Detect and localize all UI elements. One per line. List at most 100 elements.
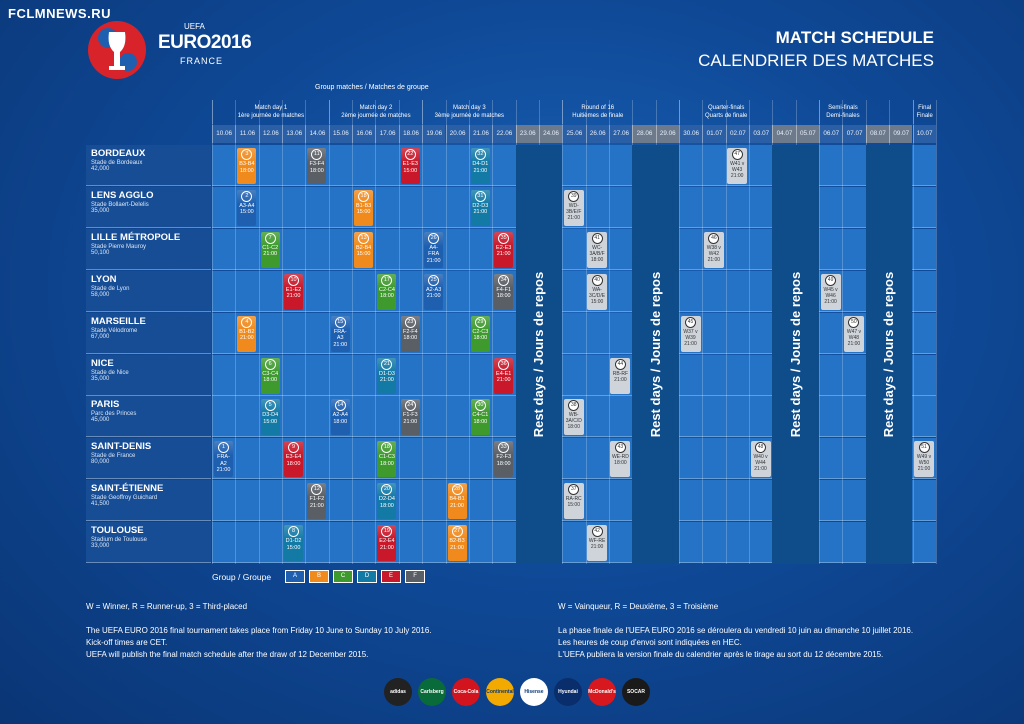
grid-line [468,100,470,564]
match-teams: B4-B1 [449,496,465,503]
group-match[interactable]: 23 F2-F4 18:00 [400,316,420,352]
group-match[interactable]: 22 E1-E3 15:00 [400,148,420,184]
match-teams: E2-E4 [379,538,395,545]
knockout-match[interactable]: 49 W45 v W46 21:00 [820,273,841,310]
match-teams: B1-B3 [355,202,372,209]
sponsor-logo: Hisense [520,678,548,706]
site-watermark: FCLMNEWS.RU [8,6,111,21]
match-teams: C1-C3 [378,454,395,461]
group-match[interactable]: 14 A2-A4 18:00 [330,399,350,436]
match-teams: WB-3A/C/D [565,412,582,425]
venue-label: LENS AGGLO Stade Bollaert-Delelis 35,000 [86,186,211,228]
match-kickoff: 18:00 [310,167,324,174]
group-match[interactable]: 21 D1-D3 21:00 [377,358,397,394]
group-match[interactable]: 34 F4-F1 18:00 [494,274,514,310]
venue-stadium: Stadium de Toulouse [91,537,147,544]
match-kickoff: 18:00 [496,460,511,467]
group-match[interactable]: 19 E2-E4 21:00 [377,525,397,562]
match-number: 47 [731,149,743,160]
knockout-match[interactable]: 51 W49 v W50 21:00 [914,441,934,478]
match-kickoff: 18:00 [263,377,278,383]
venue-label: MARSEILLE Stade Vélodrome 67,000 [86,312,211,354]
match-teams: WE-RD [611,454,629,461]
group-match[interactable]: 13 B2-B4 15:00 [354,232,374,268]
date-header: 14.06 [305,125,329,143]
knockout-match[interactable]: 46 W38 v W42 21:00 [703,231,724,268]
group-match[interactable]: 24 F1-F3 21:00 [400,399,420,436]
match-kickoff: 18:00 [333,418,348,425]
group-match[interactable]: 36 E4-E1 21:00 [494,358,514,394]
group-match[interactable]: 33 F2-F3 18:00 [494,441,514,478]
date-header: 05.07 [795,125,820,143]
knockout-match[interactable]: 45 W37 v W39 21:00 [680,315,701,352]
match-number: 25 [428,274,440,286]
group-match[interactable]: 12 F1-F2 21:00 [307,483,327,520]
phase-name-fr: 3ème journée de matches [434,113,505,119]
match-teams: E1-E3 [402,161,418,167]
knockout-match[interactable]: 38 WB-3A/C/D 18:00 [563,399,584,436]
date-header: 25.06 [562,125,586,143]
match-kickoff: 15:00 [239,209,254,216]
phase-name-en: Semi-finals [828,105,858,111]
group-match[interactable]: 28 B4-B1 21:00 [447,483,467,520]
date-header: 07.07 [842,125,866,143]
group-match[interactable]: 25 A2-A3 21:00 [424,274,444,310]
match-teams: W41 v W43 [730,161,745,173]
venue-capacity: 58,000 [91,291,110,298]
group-match[interactable]: 3 B3-B4 18:00 [237,148,257,184]
group-match[interactable]: 26 A4-FRA 21:00 [424,232,444,268]
venue-name: BORDEAUX [91,148,146,159]
match-kickoff: 15:00 [403,167,418,174]
match-kickoff: 21:00 [426,293,441,300]
knockout-match[interactable]: 41 WC-3A/B/F 18:00 [587,231,608,268]
grid-line [352,100,354,564]
group-match[interactable]: 18 C1-C3 18:00 [377,441,397,478]
knockout-match[interactable]: 48 W40 v W44 21:00 [750,441,771,478]
match-number: 4 [241,316,253,328]
knockout-match[interactable]: 40 WA-3C/D/E 15:00 [587,273,608,310]
knockout-match[interactable]: 43 WE-RD 18:00 [610,441,631,478]
knockout-match[interactable]: 44 RB-RF 21:00 [610,357,631,394]
match-teams: RB-RF [612,370,629,377]
group-match[interactable]: 18 B1-B3 15:00 [354,190,374,226]
match-teams: B3-B4 [239,161,255,167]
group-match[interactable]: 10 E1-E2 21:00 [284,274,304,310]
match-number: 22 [404,149,416,160]
group-match[interactable]: 27 B2-B3 21:00 [447,525,467,562]
knockout-match[interactable]: 37 RA-RC 15:00 [563,483,584,520]
date-header: 21.06 [468,125,493,143]
group-match[interactable]: 29 C2-C3 18:00 [470,316,490,352]
venue-row [212,354,936,396]
match-teams: W38 v W42 [706,244,721,257]
group-match[interactable]: 7 C1-C2 21:00 [260,232,280,268]
knockout-match[interactable]: 47 W41 v W43 21:00 [727,148,748,184]
venue-capacity: 41,500 [91,501,110,508]
knockout-match[interactable]: 50 W47 v W48 21:00 [843,315,864,352]
match-kickoff: 21:00 [684,340,697,347]
match-teams: W45 v W46 [823,286,838,299]
match-teams: B2-B4 [355,244,372,251]
group-match[interactable]: 31 D2-D3 21:00 [470,190,490,226]
match-teams: A2-A3 [425,286,442,293]
group-match[interactable]: 30 C4-C1 18:00 [470,399,490,436]
group-match[interactable]: 2 A3-A4 15:00 [237,190,257,226]
knockout-match[interactable]: 39 WD-3B/E/F 21:00 [563,189,584,226]
phase-header: Quarter-finals Quarts de finale [679,100,772,124]
match-kickoff: 21:00 [496,251,511,258]
group-match[interactable]: 8 D1-D2 15:00 [284,525,304,562]
match-number: 21 [381,358,393,370]
group-match[interactable]: 9 E3-E4 18:00 [284,441,304,478]
group-match[interactable]: 11 F3-F4 18:00 [307,148,327,184]
group-match[interactable]: 20 D2-D4 18:00 [377,483,397,520]
group-match[interactable]: 32 D4-D1 21:00 [470,148,490,184]
group-match[interactable]: 1 FRA-A2 21:00 [214,441,233,478]
group-match[interactable]: 4 B1-B2 21:00 [237,316,257,352]
match-teams: F1-F3 [402,412,418,419]
group-match[interactable]: 35 E2-E3 21:00 [494,232,514,268]
match-kickoff: 21:00 [426,257,441,264]
group-match[interactable]: 5 D3-D4 15:00 [260,399,280,436]
group-match[interactable]: 15 FRA-A3 21:00 [330,316,350,352]
group-match[interactable]: 17 C2-C4 18:00 [377,274,397,310]
group-match[interactable]: 6 C3-C4 18:00 [260,358,280,394]
knockout-match[interactable]: 42 WF-RE 21:00 [587,525,608,562]
